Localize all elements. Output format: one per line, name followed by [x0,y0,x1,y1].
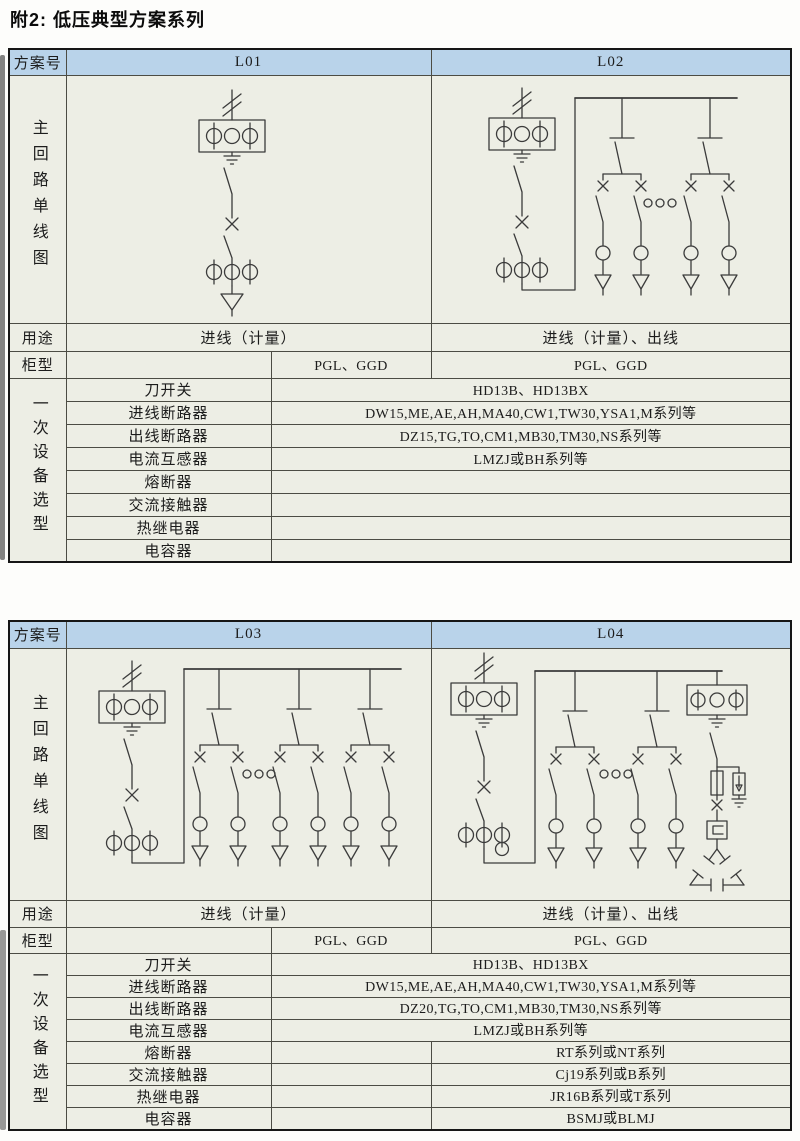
equipment-value: LMZJ或BH系列等 [270,1018,792,1042]
single-line-diagram-l01 [198,88,266,317]
usage-value-l04: 进线（计量）、出线 [430,899,792,928]
equipment-name: 热继电器 [65,515,272,540]
single-line-diagram-l02 [488,86,738,296]
equipment-empty-cell [270,1084,432,1108]
scheme-table-l01-l02: 方案号 L01 L02 主回路单线图 [8,48,793,563]
usage-label: 用途 [8,899,67,928]
single-line-diagram-l03 [98,659,402,867]
equipment-value [270,515,792,540]
equipment-group-label: 一次设备选型 [8,377,67,563]
equipment-value: DZ20,TG,TO,CM1,MB30,TM30,NS系列等 [270,996,792,1020]
equipment-name: 热继电器 [65,1084,272,1108]
scan-edge-artifact [0,930,6,1130]
equipment-value: DW15,ME,AE,AH,MA40,CW1,TW30,YSA1,M系列等 [270,400,792,425]
diagram-row-label: 主回路单线图 [8,647,67,901]
equipment-empty-cell [270,1106,432,1130]
equipment-value: BSMJ或BLMJ [430,1106,792,1130]
equipment-name: 刀开关 [65,952,272,976]
equipment-name: 刀开关 [65,377,272,402]
equipment-name: 熔断器 [65,1040,272,1064]
scan-edge-artifact [0,55,5,560]
cabinet-value-l03: PGL、GGD [270,926,432,954]
equipment-name: 电流互感器 [65,446,272,471]
cabinet-value-l04: PGL、GGD [430,926,792,954]
equipment-empty-cell [270,1040,432,1064]
scheme-no-header: 方案号 [8,48,67,76]
equipment-name: 交流接触器 [65,1062,272,1086]
equipment-value: LMZJ或BH系列等 [270,446,792,471]
cabinet-empty-cell [65,350,272,379]
cabinet-empty-cell [65,926,272,954]
equipment-value: HD13B、HD13BX [270,952,792,976]
equipment-name: 出线断路器 [65,423,272,448]
diagram-cell-l01 [65,74,432,324]
equipment-name: 进线断路器 [65,974,272,998]
equipment-value [270,538,792,563]
equipment-empty-cell [270,1062,432,1086]
equipment-value: DZ15,TG,TO,CM1,MB30,TM30,NS系列等 [270,423,792,448]
page-title: 附2: 低压典型方案系列 [10,10,206,30]
equipment-name: 电流互感器 [65,1018,272,1042]
single-line-diagram-l04 [450,651,748,892]
usage-value-l03: 进线（计量） [65,899,432,928]
usage-value-l01: 进线（计量） [65,322,432,352]
equipment-name: 电容器 [65,1106,272,1130]
scheme-no-header: 方案号 [8,620,67,649]
scheme-header-l02: L02 [430,48,792,76]
equipment-value: DW15,ME,AE,AH,MA40,CW1,TW30,YSA1,M系列等 [270,974,792,998]
usage-value-l02: 进线（计量）、出线 [430,322,792,352]
equipment-value [270,469,792,494]
equipment-value: Cj19系列或B系列 [430,1062,792,1086]
diagram-cell-l04 [430,647,792,901]
cabinet-value-l01: PGL、GGD [270,350,432,379]
equipment-name: 电容器 [65,538,272,563]
equipment-value: JR16B系列或T系列 [430,1084,792,1108]
equipment-name: 交流接触器 [65,492,272,517]
equipment-value [270,492,792,517]
cabinet-value-l02: PGL、GGD [430,350,792,379]
scheme-header-l01: L01 [65,48,432,76]
diagram-cell-l03 [65,647,432,901]
equipment-value: HD13B、HD13BX [270,377,792,402]
usage-label: 用途 [8,322,67,352]
scheme-header-l04: L04 [430,620,792,649]
diagram-cell-l02 [430,74,792,324]
equipment-value: RT系列或NT系列 [430,1040,792,1064]
diagram-row-label: 主回路单线图 [8,74,67,324]
scheme-table-l03-l04: 方案号 L03 L04 主回路单线图 [8,620,793,1131]
scheme-header-l03: L03 [65,620,432,649]
equipment-name: 进线断路器 [65,400,272,425]
equipment-name: 出线断路器 [65,996,272,1020]
equipment-group-label: 一次设备选型 [8,952,67,1130]
cabinet-label: 柜型 [8,926,67,954]
cabinet-label: 柜型 [8,350,67,379]
equipment-name: 熔断器 [65,469,272,494]
